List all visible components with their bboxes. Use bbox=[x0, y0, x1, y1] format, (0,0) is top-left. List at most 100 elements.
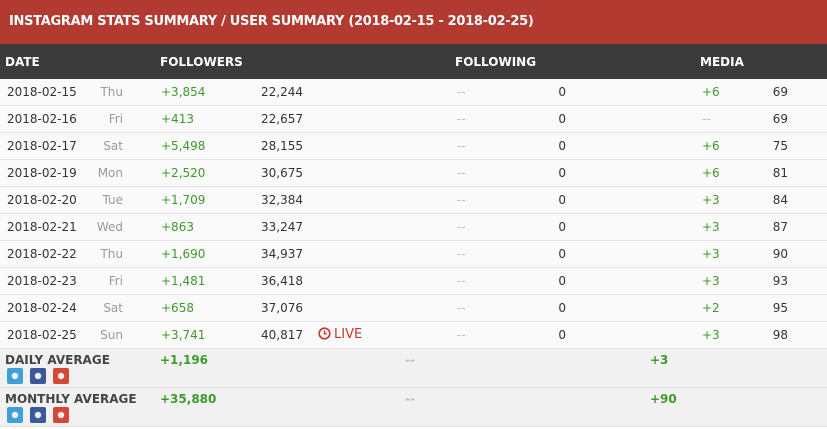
followers-change: +3,741 bbox=[161, 328, 206, 342]
media-change: +6 bbox=[702, 139, 720, 153]
twitter-share-icon[interactable] bbox=[7, 407, 23, 423]
header-bar: INSTAGRAM STATS SUMMARY / USER SUMMARY (… bbox=[0, 0, 827, 44]
media-total: 81 bbox=[772, 166, 788, 180]
followers-total: 28,155 bbox=[261, 139, 303, 153]
column-header: DATE FOLLOWERS FOLLOWING MEDIA bbox=[0, 44, 827, 79]
table-row: 2018-02-17 Sat +5,498 28,155 -- 0 +6 75 bbox=[0, 133, 827, 160]
average-row: MONTHLY AVERAGE +35,880 -- +90 bbox=[0, 388, 827, 427]
average-media: +90 bbox=[650, 392, 677, 406]
following-change: -- bbox=[457, 193, 466, 207]
average-label: DAILY AVERAGE bbox=[5, 353, 110, 367]
followers-total: 36,418 bbox=[261, 274, 303, 288]
followers-total: 37,076 bbox=[261, 301, 303, 315]
facebook-share-icon[interactable] bbox=[30, 368, 46, 384]
following-change: -- bbox=[457, 328, 466, 342]
live-status: LIVE bbox=[318, 327, 362, 342]
average-label: MONTHLY AVERAGE bbox=[5, 392, 137, 406]
following-change: -- bbox=[457, 112, 466, 126]
weekday: Sat bbox=[103, 139, 123, 153]
table-row: 2018-02-21 Wed +863 33,247 -- 0 +3 87 bbox=[0, 214, 827, 241]
table-row: 2018-02-16 Fri +413 22,657 -- 0 -- 69 bbox=[0, 106, 827, 133]
column-title: FOLLOWING bbox=[455, 55, 537, 69]
media-change: -- bbox=[702, 112, 711, 126]
media-total: 69 bbox=[772, 112, 788, 126]
media-total: 95 bbox=[772, 301, 788, 315]
google-plus-share-icon[interactable] bbox=[53, 368, 69, 384]
date: 2018-02-16 bbox=[7, 112, 77, 126]
media-change: +3 bbox=[702, 220, 720, 234]
twitter-share-icon[interactable] bbox=[7, 368, 23, 384]
following-total: 0 bbox=[558, 139, 566, 153]
average-media: +3 bbox=[650, 353, 669, 367]
media-change: +6 bbox=[702, 166, 720, 180]
date: 2018-02-20 bbox=[7, 193, 77, 207]
following-change: -- bbox=[457, 220, 466, 234]
icon-glyph bbox=[11, 372, 19, 380]
followers-total: 32,384 bbox=[261, 193, 303, 207]
date: 2018-02-17 bbox=[7, 139, 77, 153]
icon-glyph bbox=[11, 411, 19, 419]
table-row: 2018-02-25 Sun +3,741 40,817 LIVE -- 0 +3 98 bbox=[0, 322, 827, 349]
followers-total: 22,657 bbox=[261, 112, 303, 126]
media-change: +3 bbox=[702, 274, 720, 288]
table-row: 2018-02-19 Mon +2,520 30,675 -- 0 +6 81 bbox=[0, 160, 827, 187]
following-change: -- bbox=[457, 274, 466, 288]
media-total: 98 bbox=[772, 328, 788, 342]
average-following: -- bbox=[405, 353, 415, 367]
google-plus-share-icon[interactable] bbox=[53, 407, 69, 423]
following-total: 0 bbox=[558, 247, 566, 261]
followers-total: 30,675 bbox=[261, 166, 303, 180]
following-change: -- bbox=[457, 247, 466, 261]
average-followers: +35,880 bbox=[160, 392, 217, 406]
table-row: 2018-02-20 Tue +1,709 32,384 -- 0 +3 84 bbox=[0, 187, 827, 214]
date: 2018-02-25 bbox=[7, 328, 77, 342]
weekday: Mon bbox=[97, 166, 123, 180]
media-change: +3 bbox=[702, 247, 720, 261]
column-title: DATE bbox=[5, 55, 40, 69]
following-change: -- bbox=[457, 166, 466, 180]
facebook-share-icon[interactable] bbox=[30, 407, 46, 423]
followers-total: 40,817 bbox=[261, 328, 303, 342]
followers-change: +658 bbox=[161, 301, 194, 315]
following-change: -- bbox=[457, 301, 466, 315]
media-total: 75 bbox=[772, 139, 788, 153]
table-row: 2018-02-23 Fri +1,481 36,418 -- 0 +3 93 bbox=[0, 268, 827, 295]
media-change: +6 bbox=[702, 85, 720, 99]
date: 2018-02-19 bbox=[7, 166, 77, 180]
weekday: Wed bbox=[96, 220, 123, 234]
followers-change: +1,481 bbox=[161, 274, 206, 288]
following-total: 0 bbox=[558, 112, 566, 126]
column-title: MEDIA bbox=[700, 55, 744, 69]
media-change: +3 bbox=[702, 193, 720, 207]
clock-icon bbox=[318, 327, 331, 340]
table-row: 2018-02-24 Sat +658 37,076 -- 0 +2 95 bbox=[0, 295, 827, 322]
table-row: 2018-02-15 Thu +3,854 22,244 -- 0 +6 69 bbox=[0, 79, 827, 106]
followers-change: +2,520 bbox=[161, 166, 206, 180]
followers-change: +1,709 bbox=[161, 193, 206, 207]
weekday: Thu bbox=[100, 247, 123, 261]
weekday: Sun bbox=[100, 328, 123, 342]
following-total: 0 bbox=[558, 193, 566, 207]
table-row: 2018-02-22 Thu +1,690 34,937 -- 0 +3 90 bbox=[0, 241, 827, 268]
followers-change: +413 bbox=[161, 112, 194, 126]
average-following: -- bbox=[405, 392, 415, 406]
date: 2018-02-24 bbox=[7, 301, 77, 315]
media-change: +2 bbox=[702, 301, 720, 315]
weekday: Thu bbox=[100, 85, 123, 99]
following-total: 0 bbox=[558, 166, 566, 180]
media-change: +3 bbox=[702, 328, 720, 342]
weekday: Fri bbox=[108, 112, 123, 126]
icon-glyph bbox=[34, 411, 42, 419]
icon-glyph bbox=[34, 372, 42, 380]
media-total: 84 bbox=[772, 193, 788, 207]
date: 2018-02-21 bbox=[7, 220, 77, 234]
following-total: 0 bbox=[558, 220, 566, 234]
media-total: 90 bbox=[772, 247, 788, 261]
followers-change: +3,854 bbox=[161, 85, 206, 99]
followers-change: +5,498 bbox=[161, 139, 206, 153]
date: 2018-02-22 bbox=[7, 247, 77, 261]
following-change: -- bbox=[457, 139, 466, 153]
following-total: 0 bbox=[558, 328, 566, 342]
followers-total: 34,937 bbox=[261, 247, 303, 261]
following-change: -- bbox=[457, 85, 466, 99]
